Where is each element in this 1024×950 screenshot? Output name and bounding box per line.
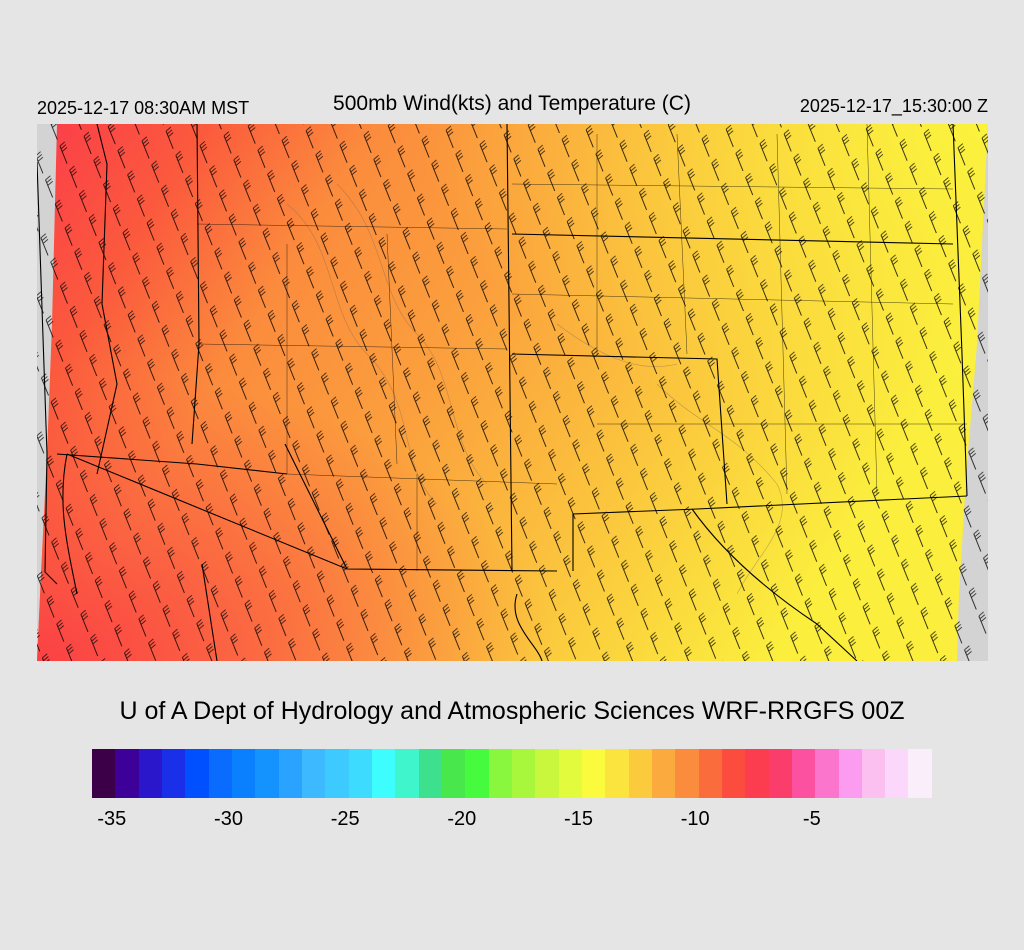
colorbar-swatch [208,749,232,798]
colorbar-swatch [791,749,816,798]
colorbar-swatch [161,749,186,798]
colorbar-swatch [92,749,116,798]
colorbar-swatch [418,749,442,798]
colorbar-swatch [488,749,512,798]
colorbar-tick-label: -5 [802,808,821,830]
colorbar-swatch [395,749,419,798]
colorbar-swatch [185,749,209,798]
colorbar-tick-label: -30 [214,808,243,830]
state-borders [37,124,968,661]
colorbar-swatch [535,749,559,798]
colorbar-swatch [465,749,489,798]
colorbar-swatch [628,749,652,798]
colorbar-swatch [605,749,629,798]
colorbar-swatch [675,749,699,798]
local-time-label: 2025-12-17 08:30AM MST [37,98,250,118]
colorbar-swatch [651,749,676,798]
county-lines [196,124,967,571]
colorbar-tick-label: -15 [564,808,593,830]
colorbar-swatch [138,749,162,798]
colorbar-swatch [721,749,746,798]
colorbar-swatch [815,749,839,798]
wind-barbs [37,124,988,661]
credit-line: U of A Dept of Hydrology and Atmospheric… [119,697,905,725]
colorbar-tick-label: -25 [330,808,360,830]
colorbar-swatch [838,749,862,798]
colorbar-ticks: -35 -30 -25 -20 -15 -10 -5 [0,808,1024,838]
colorbar-swatch [908,749,932,798]
colorbar-tick-label: -10 [680,808,710,830]
colorbar-swatch [885,749,909,798]
map-title: 500mb Wind(kts) and Temperature (C) [333,92,691,115]
colorbar-swatch [511,749,536,798]
colorbar-swatch [348,749,372,798]
colorbar-swatch [581,749,606,798]
colorbar-swatch [278,749,302,798]
colorbar-swatch [745,749,769,798]
weather-map [37,124,988,661]
colorbar-swatch [301,749,326,798]
colorbar-swatch [768,749,792,798]
temperature-colorbar [92,749,932,798]
colorbar-swatch [558,749,582,798]
colorbar-swatch [115,749,139,798]
utc-time-label: 2025-12-17_15:30:00 Z [799,96,988,116]
colorbar-swatch [861,749,886,798]
colorbar-swatch [255,749,279,798]
map-canvas [37,124,988,661]
colorbar-tick-label: -20 [447,808,477,830]
colorbar-swatch [441,749,466,798]
colorbar-swatch [698,749,722,798]
colorbar-swatch [371,749,396,798]
colorbar-swatch [325,749,349,798]
colorbar-swatch [231,749,256,798]
colorbar-tick-label: -35 [97,808,127,830]
